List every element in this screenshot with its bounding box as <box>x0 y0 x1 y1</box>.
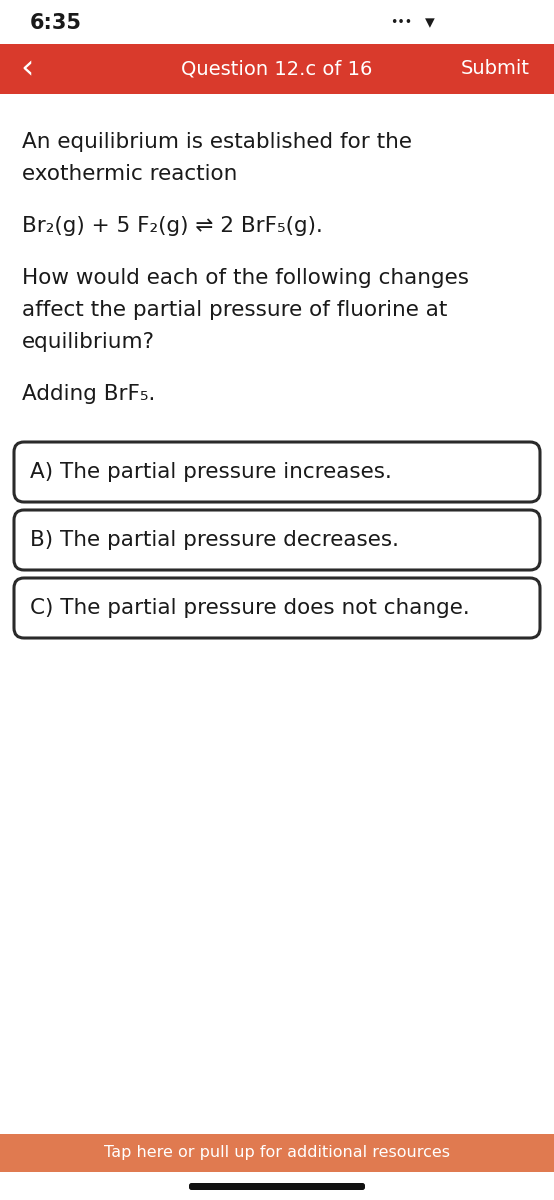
FancyBboxPatch shape <box>189 1183 365 1190</box>
Text: C) The partial pressure does not change.: C) The partial pressure does not change. <box>30 598 470 618</box>
Text: A) The partial pressure increases.: A) The partial pressure increases. <box>30 462 392 482</box>
Bar <box>0 1134 554 1172</box>
Text: equilibrium?: equilibrium? <box>22 332 155 352</box>
Text: 6:35: 6:35 <box>30 13 82 32</box>
Text: Question 12.c of 16: Question 12.c of 16 <box>181 60 373 78</box>
Text: Tap here or pull up for additional resources: Tap here or pull up for additional resou… <box>104 1146 450 1160</box>
Bar <box>0 44 554 94</box>
Text: •••: ••• <box>390 17 412 29</box>
FancyBboxPatch shape <box>14 510 540 570</box>
Text: Submit: Submit <box>461 60 530 78</box>
Text: Adding BrF₅.: Adding BrF₅. <box>22 384 155 404</box>
Text: How would each of the following changes: How would each of the following changes <box>22 268 469 288</box>
Text: ‹: ‹ <box>20 53 33 85</box>
FancyBboxPatch shape <box>14 442 540 502</box>
Text: exothermic reaction: exothermic reaction <box>22 164 237 184</box>
Text: B) The partial pressure decreases.: B) The partial pressure decreases. <box>30 530 399 550</box>
Text: Br₂(g) + 5 F₂(g) ⇌ 2 BrF₅(g).: Br₂(g) + 5 F₂(g) ⇌ 2 BrF₅(g). <box>22 216 323 236</box>
Text: ▾: ▾ <box>425 13 435 32</box>
FancyBboxPatch shape <box>14 578 540 638</box>
Text: An equilibrium is established for the: An equilibrium is established for the <box>22 132 412 152</box>
Text: affect the partial pressure of fluorine at: affect the partial pressure of fluorine … <box>22 300 448 320</box>
